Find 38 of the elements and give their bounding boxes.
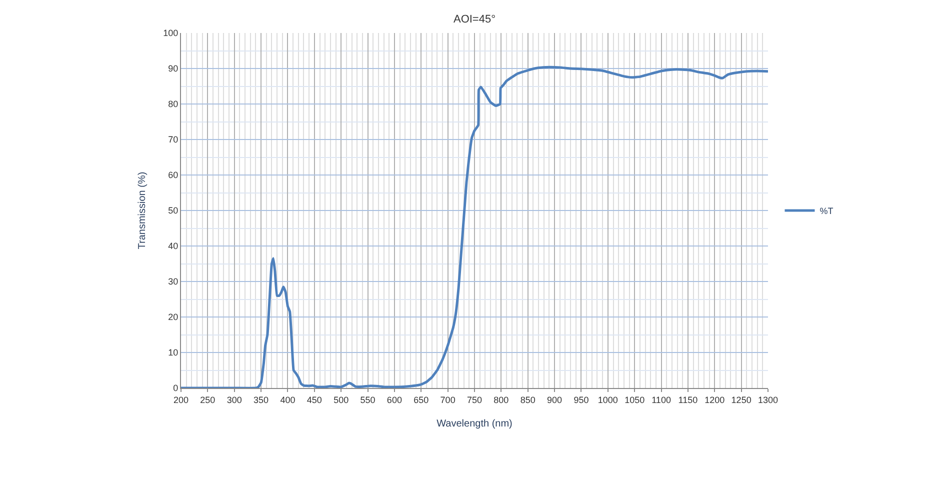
x-tick-label: 200 (173, 394, 189, 405)
x-tick-label: 1100 (652, 394, 671, 405)
x-tick-label: 250 (200, 394, 216, 405)
y-tick-label: 70 (168, 134, 178, 145)
x-tick-label: 1050 (624, 394, 645, 405)
x-tick-label: 800 (494, 394, 509, 405)
x-tick-label: 850 (520, 394, 536, 405)
x-tick-label: 950 (574, 394, 589, 405)
x-tick-label: 500 (334, 394, 349, 405)
y-tick-label: 0 (173, 383, 178, 394)
x-tick-label: 400 (280, 394, 296, 405)
x-tick-label: 650 (414, 394, 429, 405)
x-tick-label: 350 (254, 394, 269, 405)
y-tick-label: 50 (168, 206, 178, 216)
x-tick-label: 300 (226, 394, 242, 405)
y-tick-label: 60 (168, 170, 178, 180)
y-tick-label: 10 (168, 348, 178, 358)
y-tick-label: 40 (168, 241, 178, 252)
x-tick-label: 700 (440, 394, 456, 405)
y-axis-title: Transmission (%) (137, 172, 148, 250)
x-tick-label: 1250 (731, 394, 752, 405)
y-tick-label: 30 (168, 276, 178, 287)
x-tick-label: 600 (386, 394, 402, 405)
x-tick-label: 1200 (704, 394, 725, 405)
x-tick-label: 1000 (598, 394, 618, 405)
x-axis-title: Wavelength (nm) (436, 418, 512, 430)
x-tick-label: 450 (306, 394, 322, 405)
x-tick-label: 900 (547, 394, 562, 405)
x-tick-label: 1150 (678, 394, 698, 405)
y-tick-label: 100 (163, 28, 178, 38)
y-tick-label: 20 (168, 312, 178, 322)
x-tick-label: 550 (360, 394, 376, 405)
y-tick-label: 90 (168, 64, 178, 74)
x-tick-label: 750 (466, 394, 482, 405)
legend-label: %T (820, 206, 834, 216)
x-tick-label: 1300 (758, 394, 778, 405)
chart-title: AOI=45° (453, 13, 496, 26)
y-tick-label: 80 (168, 99, 178, 110)
